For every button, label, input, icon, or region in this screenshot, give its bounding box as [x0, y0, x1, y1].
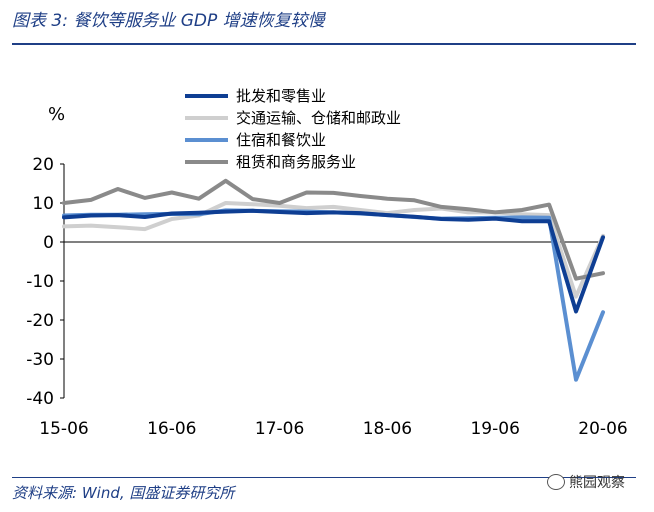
x-tick-label: 15-06 [39, 419, 88, 439]
x-ticks: 15-06 16-06 17-06 18-06 19-06 20-06 [39, 419, 627, 439]
source-note: 资料来源: Wind, 国盛证券研究所 [12, 484, 235, 502]
legend-label-2: 交通运输、仓储和邮政业 [236, 109, 401, 127]
line-chart: % 20 10 0 -10 -20 -30 -40 15-06 16-06 17-06 18-06… [26, 87, 627, 439]
y-ticks: 20 10 0 -10 -20 -30 -40 [26, 155, 64, 409]
watermark-text: 熊园观察 [569, 475, 625, 491]
y-tick-label: -20 [26, 311, 54, 331]
y-tick-label: -30 [26, 350, 54, 370]
x-tick-label: 18-06 [363, 419, 412, 439]
y-tick-label: 20 [32, 155, 54, 175]
title-divider [12, 43, 636, 45]
x-tick-label: 16-06 [147, 419, 196, 439]
series-line-1 [62, 208, 605, 314]
x-tick-label: 20-06 [578, 419, 627, 439]
series-lines [62, 178, 605, 382]
x-tick-label: 17-06 [255, 419, 304, 439]
series-line-2 [62, 201, 605, 299]
watermark: 熊园观察 [547, 472, 625, 492]
footer-divider [12, 477, 636, 478]
legend-label-1: 批发和零售业 [236, 87, 326, 105]
y-tick-label: -40 [26, 389, 54, 409]
legend-label-4: 租赁和商务服务业 [236, 153, 356, 171]
wechat-icon [547, 474, 565, 490]
y-tick-label: 10 [32, 194, 54, 214]
chart-title: 图表 3: 餐饮等服务业 GDP 增速恢复较慢 [12, 11, 325, 31]
series-line-3 [62, 208, 605, 382]
y-tick-label: 0 [43, 233, 54, 253]
x-tick-label: 19-06 [470, 419, 519, 439]
legend-label-3: 住宿和餐饮业 [236, 131, 326, 149]
y-axis-label: % [48, 104, 65, 125]
series-line-4 [62, 178, 605, 281]
y-tick-label: -10 [26, 272, 54, 292]
